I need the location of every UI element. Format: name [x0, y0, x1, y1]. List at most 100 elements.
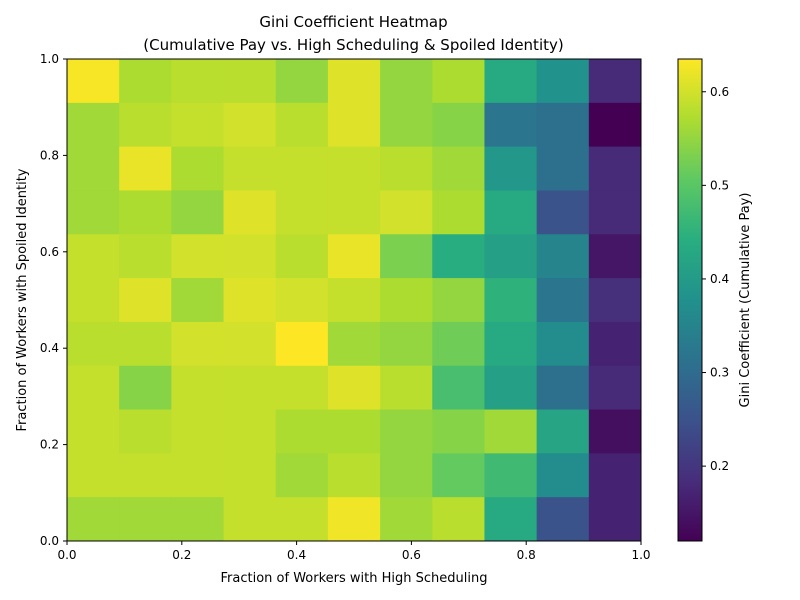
- x-axis-ticks: 0.0 0.2 0.4 0.6 0.8 1.0: [57, 541, 651, 562]
- heatmap-cell: [67, 102, 120, 148]
- heatmap-cell: [223, 190, 277, 235]
- heatmap-cell: [275, 59, 329, 104]
- heatmap-cell: [536, 321, 590, 367]
- heatmap-cell: [380, 190, 433, 235]
- heatmap-cell: [536, 497, 590, 542]
- plot-frame: [66, 58, 642, 542]
- heatmap-cell: [171, 365, 225, 411]
- heatmap-cell: [484, 234, 538, 279]
- heatmap-cell: [275, 278, 329, 323]
- heatmap-cell: [380, 234, 433, 279]
- heatmap-cell: [171, 234, 225, 279]
- y-tick-label: 0.2: [40, 438, 59, 452]
- chart-title-line-1: Gini Coefficient Heatmap: [259, 13, 447, 31]
- heatmap-cell: [171, 146, 225, 191]
- heatmap-cell: [380, 453, 433, 498]
- heatmap-cell: [327, 234, 381, 279]
- heatmap-cell: [380, 146, 433, 191]
- heatmap-cell: [171, 453, 225, 498]
- heatmap-cell: [223, 365, 277, 411]
- heatmap-cell: [275, 409, 329, 454]
- heatmap-cell: [171, 102, 225, 148]
- heatmap-cell: [171, 278, 225, 323]
- heatmap-cell: [119, 453, 172, 498]
- heatmap-cell: [484, 278, 538, 323]
- chart-title-line-2: (Cumulative Pay vs. High Scheduling & Sp…: [143, 36, 563, 54]
- colorbar-tick-label: 0.4: [710, 272, 729, 286]
- colorbar-tick-label: 0.5: [710, 178, 729, 192]
- heatmap-cell: [119, 278, 172, 323]
- heatmap-cell: [484, 497, 538, 542]
- heatmap-cell: [588, 102, 642, 148]
- heatmap-cell: [327, 409, 381, 454]
- heatmap-cell: [119, 497, 172, 542]
- heatmap-cell: [536, 102, 590, 148]
- heatmap-cell: [275, 453, 329, 498]
- heatmap-cell: [536, 453, 590, 498]
- heatmap-cell: [327, 278, 381, 323]
- colorbar-tick-label: 0.6: [710, 85, 729, 99]
- heatmap-cell: [223, 409, 277, 454]
- heatmap-cell: [380, 321, 433, 367]
- heatmap-cell: [275, 190, 329, 235]
- heatmap-cell: [484, 102, 538, 148]
- y-axis-label: Fraction of Workers with Spoiled Identit…: [15, 168, 30, 431]
- heatmap-cell: [67, 278, 120, 323]
- heatmap-cell: [327, 453, 381, 498]
- heatmap-cell: [588, 321, 642, 367]
- heatmap-cell: [119, 234, 172, 279]
- heatmap-cell: [588, 146, 642, 191]
- heatmap-cell: [223, 59, 277, 104]
- heatmap-cell: [223, 234, 277, 279]
- x-axis-label: Fraction of Workers with High Scheduling: [221, 571, 488, 586]
- heatmap-cell: [484, 453, 538, 498]
- y-axis-ticks: 0.0 0.2 0.4 0.6 0.8 1.0: [40, 52, 67, 548]
- heatmap-cell: [223, 497, 277, 542]
- heatmap-cell: [536, 190, 590, 235]
- x-tick-label: 0.0: [57, 548, 76, 562]
- heatmap-cell: [67, 497, 120, 542]
- x-tick-label: 0.2: [172, 548, 191, 562]
- heatmap-cell: [432, 278, 485, 323]
- heatmap-cell: [484, 365, 538, 411]
- heatmap-cell: [484, 190, 538, 235]
- heatmap-cell: [484, 59, 538, 104]
- heatmap-cell: [327, 59, 381, 104]
- y-tick-label: 0.6: [40, 245, 59, 259]
- heatmap-cell: [275, 497, 329, 542]
- heatmap-cell: [275, 102, 329, 148]
- colorbar-tick-label: 0.2: [710, 459, 729, 473]
- colorbar-frame: [677, 58, 703, 542]
- heatmap-cells: [67, 59, 642, 542]
- heatmap-cell: [67, 59, 120, 104]
- heatmap-cell: [327, 146, 381, 191]
- heatmap-cell: [536, 409, 590, 454]
- heatmap-cell: [67, 234, 120, 279]
- heatmap-cell: [588, 278, 642, 323]
- heatmap-cell: [380, 365, 433, 411]
- y-tick-label: 1.0: [40, 52, 59, 66]
- heatmap-cell: [484, 409, 538, 454]
- heatmap-cell: [171, 321, 225, 367]
- y-tick-label: 0.8: [40, 148, 59, 162]
- heatmap-cell: [588, 190, 642, 235]
- heatmap-cell: [119, 146, 172, 191]
- heatmap-cell: [484, 321, 538, 367]
- heatmap-cell: [484, 146, 538, 191]
- heatmap-cell: [223, 102, 277, 148]
- heatmap-cell: [536, 278, 590, 323]
- heatmap-cell: [327, 365, 381, 411]
- heatmap-cell: [275, 146, 329, 191]
- heatmap-cell: [432, 365, 485, 411]
- heatmap-cell: [432, 146, 485, 191]
- heatmap-cell: [223, 278, 277, 323]
- x-tick-label: 0.6: [402, 548, 421, 562]
- heatmap-cell: [275, 321, 329, 367]
- colorbar: [678, 59, 702, 541]
- chart-title: Gini Coefficient Heatmap (Cumulative Pay…: [143, 13, 563, 54]
- heatmap-cell: [380, 278, 433, 323]
- heatmap-cell: [588, 497, 642, 542]
- heatmap-cell: [380, 409, 433, 454]
- colorbar-tick-label: 0.3: [710, 366, 729, 380]
